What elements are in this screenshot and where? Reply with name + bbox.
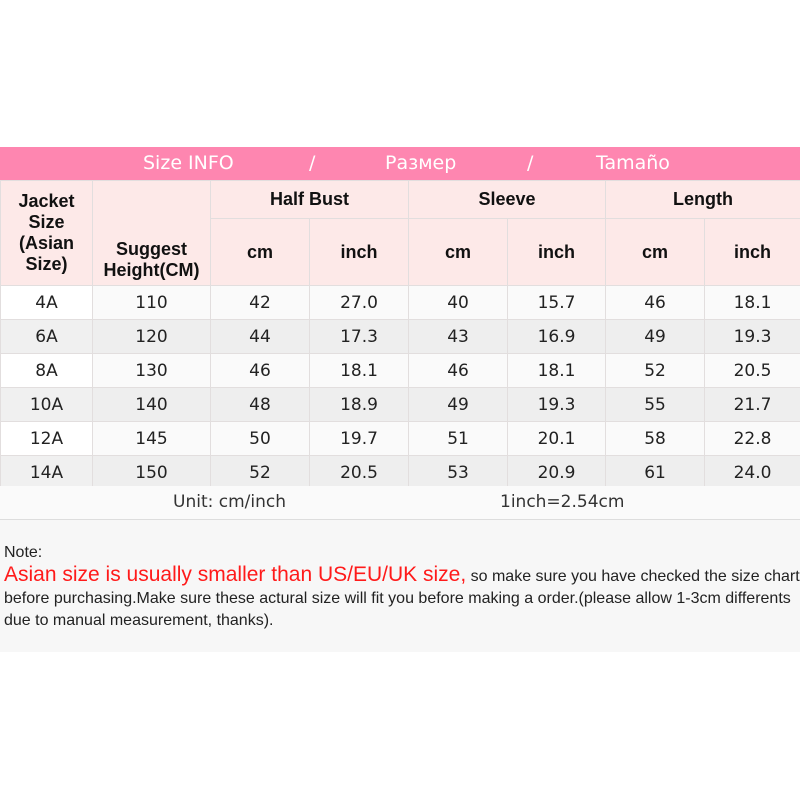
title-spanish: Tamaño (596, 152, 670, 174)
table-cell: 20.1 (507, 421, 607, 456)
table-cell: 42 (210, 285, 310, 320)
table-cell: 140 (92, 387, 211, 422)
title-english: Size INFO (143, 152, 234, 174)
table-cell: 49 (408, 387, 509, 422)
note-text: so make sure you have checked the size c… (4, 568, 800, 629)
unit-row: Unit: cm/inch 1inch=2.54cm (0, 486, 800, 520)
table-cell: 61 (605, 455, 706, 490)
table-row: 12A 145 50 19.7 51 20.1 58 22.8 (0, 421, 800, 456)
note-body: Asian size is usually smaller than US/EU… (4, 564, 800, 632)
table-cell: 10A (0, 387, 93, 422)
table-cell: 20.9 (507, 455, 607, 490)
table-cell: 19.3 (507, 387, 607, 422)
header-sleeve: Sleeve (408, 180, 607, 219)
table-row: 4A 110 42 27.0 40 15.7 46 18.1 (0, 285, 800, 320)
conversion-label: 1inch=2.54cm (500, 492, 625, 512)
header-cm: cm (408, 218, 509, 286)
table-cell: 18.9 (308, 387, 410, 422)
table-cell: 52 (605, 353, 706, 388)
table-cell: 120 (92, 319, 211, 354)
table-cell: 110 (92, 285, 211, 320)
table-cell: 55 (605, 387, 706, 422)
table-cell: 20.5 (704, 353, 800, 388)
table-cell: 19.7 (308, 421, 410, 456)
table-cell: 52 (210, 455, 310, 490)
title-bar: Size INFO / Размер / Tamaño (0, 147, 800, 180)
table-cell: 44 (210, 319, 310, 354)
note-section: Note: Asian size is usually smaller than… (0, 520, 800, 652)
table-cell: 18.1 (507, 353, 607, 388)
table-cell: 40 (408, 285, 509, 320)
table-cell: 22.8 (704, 421, 800, 456)
table-cell: 4A (0, 285, 93, 320)
table-cell: 46 (408, 353, 509, 388)
table-cell: 16.9 (507, 319, 607, 354)
table-row: 6A 120 44 17.3 43 16.9 49 19.3 (0, 319, 800, 354)
title-russian: Размер (385, 152, 457, 174)
table-cell: 27.0 (308, 285, 410, 320)
title-separator: / (527, 152, 534, 174)
table-cell: 24.0 (704, 455, 800, 490)
size-table: Jacket Size (Asian Size) Suggest Height(… (0, 180, 800, 490)
header-half-bust: Half Bust (209, 180, 410, 219)
header-inch: inch (507, 218, 607, 286)
table-cell: 17.3 (308, 319, 410, 354)
table-cell: 8A (0, 353, 93, 388)
table-cell: 46 (210, 353, 310, 388)
table-cell: 150 (92, 455, 211, 490)
table-cell: 19.3 (704, 319, 800, 354)
table-cell: 12A (0, 421, 93, 456)
table-row: 10A 140 48 18.9 49 19.3 55 21.7 (0, 387, 800, 422)
table-cell: 46 (605, 285, 706, 320)
header-inch: inch (308, 218, 410, 286)
header-inch: inch (704, 218, 800, 286)
table-cell: 43 (408, 319, 509, 354)
table-cell: 58 (605, 421, 706, 456)
header-size: Jacket Size (Asian Size) (0, 180, 93, 286)
header-height: Suggest Height(CM) (92, 180, 211, 286)
table-row: 14A 150 52 20.5 53 20.9 61 24.0 (0, 455, 800, 490)
table-cell: 21.7 (704, 387, 800, 422)
table-cell: 18.1 (308, 353, 410, 388)
note-label: Note: (4, 544, 43, 561)
table-cell: 130 (92, 353, 211, 388)
header-cm: cm (210, 218, 310, 286)
table-cell: 20.5 (308, 455, 410, 490)
table-cell: 48 (210, 387, 310, 422)
table-cell: 50 (210, 421, 310, 456)
table-cell: 53 (408, 455, 509, 490)
table-cell: 14A (0, 455, 93, 490)
table-cell: 15.7 (507, 285, 607, 320)
table-cell: 18.1 (704, 285, 800, 320)
note-warning: Asian size is usually smaller than US/EU… (4, 563, 467, 586)
table-row: 8A 130 46 18.1 46 18.1 52 20.5 (0, 353, 800, 388)
header-length: Length (605, 180, 800, 219)
table-cell: 51 (408, 421, 509, 456)
header-cm: cm (605, 218, 706, 286)
table-cell: 145 (92, 421, 211, 456)
table-cell: 49 (605, 319, 706, 354)
title-separator: / (309, 152, 316, 174)
table-cell: 6A (0, 319, 93, 354)
unit-label: Unit: cm/inch (173, 492, 286, 512)
